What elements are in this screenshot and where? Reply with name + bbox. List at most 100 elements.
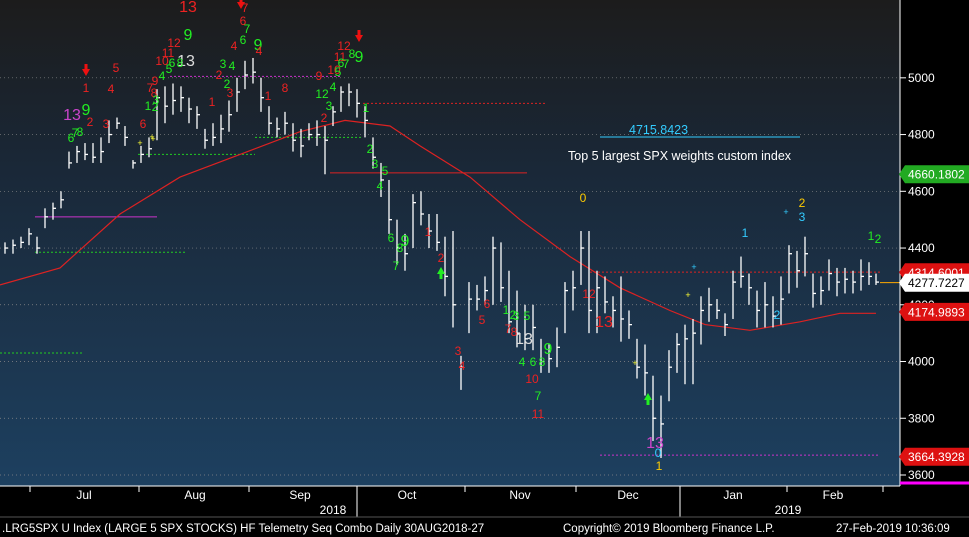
footer-copyright: Copyright© 2019 Bloomberg Finance L.P. — [563, 523, 775, 535]
x-tick-label: Dec — [617, 488, 638, 502]
seq-count-label: 1 — [868, 229, 875, 243]
seq-count-label: 3 — [220, 57, 227, 71]
seq-count-label: 1 — [265, 89, 272, 103]
seq-count-label: 12 — [337, 39, 351, 53]
seq-count-label: 6 — [68, 131, 75, 145]
price-bar — [764, 282, 768, 328]
seq-count-label: 2 — [216, 68, 223, 82]
price-bar — [772, 296, 776, 328]
price-bar — [788, 245, 792, 294]
seq-count-label: 3 — [153, 93, 160, 107]
y-tick-label: 3600 — [908, 468, 935, 482]
price-bar — [564, 282, 568, 334]
price-bar — [228, 100, 232, 132]
y-tick-label: 4000 — [908, 355, 935, 369]
x-axis: Jul Aug Sep Oct Nov Dec Jan Feb 2018 2019 — [29, 486, 884, 517]
price-bar — [28, 228, 32, 246]
price-bar — [588, 231, 592, 334]
price-bar — [356, 89, 360, 118]
price-bar — [412, 194, 416, 249]
price-bar — [812, 273, 816, 308]
seq-count-label: 5 — [524, 309, 531, 323]
price-bar — [124, 126, 128, 146]
seq-count-label: 0 — [655, 446, 662, 460]
seq-count-label: 5 — [382, 164, 389, 178]
price-bar — [388, 179, 392, 234]
price-bar — [364, 106, 368, 138]
seq-count-label: 6 — [240, 14, 247, 28]
seq-count-label: 6 — [169, 56, 176, 70]
price-bar — [172, 83, 176, 115]
seq-count-label: 9 — [184, 27, 193, 44]
buy-arrow — [644, 393, 652, 405]
price-tag-label: 4660.1802 — [908, 168, 965, 182]
seq-count-label: 7 — [535, 389, 542, 403]
seq-count-label: 1 — [83, 81, 90, 95]
price-bar — [428, 213, 432, 249]
year-label: 2019 — [775, 503, 802, 517]
price-bar — [668, 350, 672, 402]
price-bar — [268, 106, 272, 135]
price-bar — [36, 236, 40, 254]
seq-count-label: 10 — [327, 63, 341, 77]
price-bar — [452, 231, 456, 328]
seq-count-label: 5 — [166, 62, 173, 76]
seq-count-label: 7 — [242, 1, 249, 15]
price-bar — [220, 114, 224, 144]
seq-count-label: 11 — [532, 407, 545, 421]
price-bar — [844, 267, 848, 294]
seq-count-label: 13 — [515, 331, 533, 348]
price-bar — [820, 276, 824, 305]
seq-count-label: 1 — [503, 303, 510, 317]
x-tick-label: Aug — [184, 488, 205, 502]
price-bar — [284, 111, 288, 135]
y-tick-label: 4800 — [908, 128, 935, 142]
price-bar — [20, 236, 24, 249]
seq-count-label: 2 — [774, 308, 781, 322]
plot-background — [0, 0, 900, 486]
price-bar — [684, 324, 688, 385]
seq-count-label: 6 — [240, 33, 247, 47]
seq-count-label: 6 — [338, 56, 345, 70]
seq-count-label: 3 — [455, 344, 462, 358]
buy-arrow — [437, 267, 445, 279]
seq-count-label: 12 — [315, 87, 329, 101]
price-bar — [644, 344, 648, 396]
seq-count-label: 1 — [145, 99, 152, 113]
sell-arrow — [237, 0, 245, 9]
price-bar — [404, 233, 408, 271]
price-bar — [460, 355, 464, 390]
price-bar — [436, 213, 440, 251]
seq-count-label: 8 — [151, 86, 158, 100]
price-bar — [740, 256, 744, 288]
plus-marker: + — [632, 358, 637, 368]
price-bar — [316, 120, 320, 146]
seq-count-label: 3 — [372, 157, 379, 171]
seq-count-label: 6 — [140, 117, 147, 131]
seq-count-label: 8 — [539, 355, 546, 369]
price-bar — [676, 333, 680, 373]
year-label: 2018 — [320, 503, 347, 517]
price-bar — [732, 270, 736, 319]
seq-count-label: 2 — [510, 308, 517, 322]
price-bar — [372, 137, 376, 169]
x-axis-panel — [0, 486, 969, 537]
price-bar — [180, 86, 184, 112]
price-bar — [92, 143, 96, 163]
seq-count-label: 11 — [334, 50, 347, 64]
seq-count-label: 9 — [82, 102, 91, 119]
x-tick-label: Nov — [509, 488, 530, 502]
seq-count-label: 2 — [87, 115, 94, 129]
price-bar — [636, 338, 640, 379]
price-bar — [308, 123, 312, 141]
seq-count-label: 3 — [513, 309, 520, 323]
price-bar — [444, 236, 448, 297]
price-bar — [852, 270, 856, 294]
plus-marker: + — [783, 207, 788, 217]
seq-count-label: 3 — [799, 210, 806, 224]
price-bar — [500, 242, 504, 302]
seq-count-label: 2 — [224, 77, 231, 91]
seq-count-label: 13 — [595, 314, 613, 331]
sell-arrow — [82, 64, 90, 76]
